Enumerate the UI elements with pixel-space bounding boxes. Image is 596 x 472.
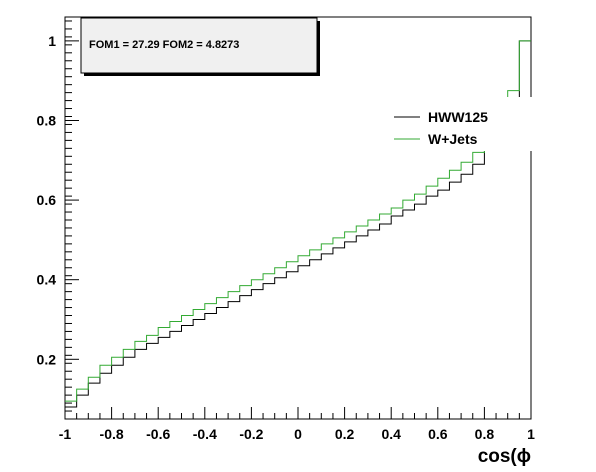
x-tick-label: -0.6 xyxy=(146,426,170,442)
x-tick-label: -0.2 xyxy=(239,426,263,442)
stats-box-text: FOM1 = 27.29 FOM2 = 4.8273 xyxy=(89,39,239,51)
y-tick-label: 1 xyxy=(48,33,56,49)
series-line-1 xyxy=(65,40,531,408)
x-tick-label: -0.8 xyxy=(100,426,124,442)
x-tick-label: -0.4 xyxy=(193,426,217,442)
y-tick-label: 0.6 xyxy=(37,192,57,208)
stats-box: FOM1 = 27.29 FOM2 = 4.8273 xyxy=(80,17,320,76)
y-tick-label: 0.4 xyxy=(37,272,57,288)
series-line-2 xyxy=(65,40,531,402)
legend-background xyxy=(388,97,533,151)
x-tick-label: -1 xyxy=(59,426,72,442)
x-tick-label: 0.4 xyxy=(381,426,401,442)
axis-layer: -1 -0.8 -0.6 -0.4 -0.2 0 0.2 0.4 0.6 0.8 1 0.2 0.4 0.… xyxy=(37,20,535,442)
legend-label-1: HWW125 xyxy=(428,109,488,125)
y-tick-label: 0.2 xyxy=(37,351,57,367)
x-tick-label: 0 xyxy=(294,426,302,442)
stats-box-frame xyxy=(80,17,318,74)
series-layer xyxy=(65,40,531,408)
y-tick-label: 0.8 xyxy=(37,112,57,128)
x-axis-label: cos(ϕ xyxy=(478,446,531,467)
legend: HWW125 W+Jets xyxy=(388,97,533,151)
x-tick-label: 1 xyxy=(527,426,535,442)
legend-label-2: W+Jets xyxy=(428,131,478,147)
x-tick-label: 0.8 xyxy=(475,426,495,442)
x-tick-label: 0.2 xyxy=(335,426,355,442)
x-tick-label: 0.6 xyxy=(428,426,448,442)
